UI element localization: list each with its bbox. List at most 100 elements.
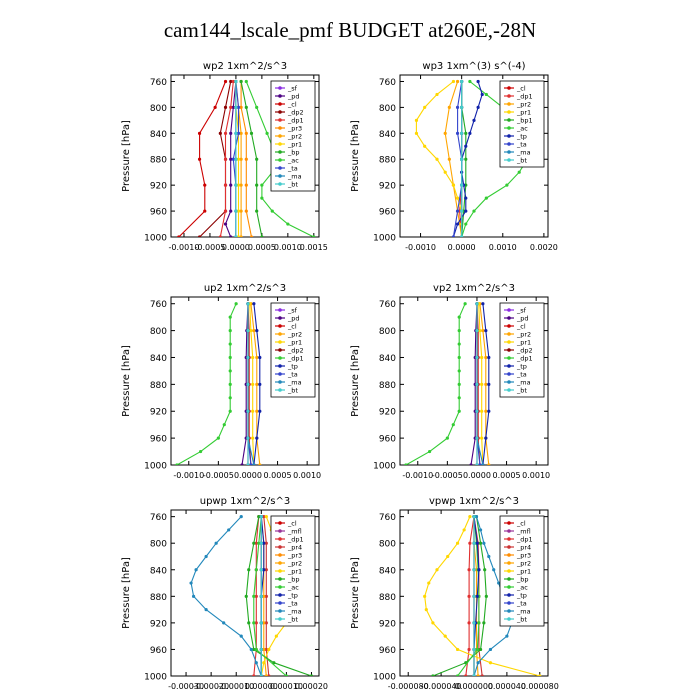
data-point-dp1 [467,621,471,625]
data-point-dp1 [467,647,471,652]
data-point-pd [229,235,233,237]
x-tick-label: -0.00010 [218,682,254,691]
y-tick-label: 760 [150,78,167,88]
legend-marker [278,158,282,162]
legend-marker [507,150,511,154]
data-point-bt [259,647,263,652]
legend-marker [278,593,282,597]
legend-label: _ta [516,600,527,608]
y-tick-label: 920 [379,619,396,629]
legend-label: _pr2 [516,101,531,109]
data-point-bp [482,621,486,625]
data-point-bt [460,157,464,161]
data-point-ac [244,79,248,84]
data-point-bt [472,594,476,598]
data-point-cl [213,105,217,109]
data-point-ma [194,568,198,572]
legend-label: _pr2 [287,560,302,568]
data-point-pr2 [239,131,243,135]
data-point-ta [455,131,460,135]
legend-label: _dp2 [287,109,304,117]
series-group [175,302,262,465]
data-point-ac [468,79,472,84]
series-line-dp1 [405,303,466,465]
data-point-pr1 [424,608,428,612]
data-point-dp1 [457,396,461,400]
legend-marker [278,577,282,581]
y-tick-label: 920 [150,408,167,418]
data-point-bt [246,302,250,306]
data-point-pr2 [258,463,262,465]
y-tick-label: 920 [379,182,396,192]
legend-marker [278,609,282,613]
legend-label: _cl [516,85,526,93]
legend-marker [507,356,511,360]
legend-label: _ma [287,379,302,387]
data-point-pr1 [251,409,255,413]
data-point-dp1 [254,541,258,545]
legend-marker [278,142,282,146]
legend-label: _sf [516,307,527,315]
legend-label: _pr1 [516,109,531,117]
legend-label: _dp1 [287,355,304,363]
y-tick-label: 1000 [144,234,167,244]
legend-marker [507,529,511,533]
legend-label: _pd [516,315,529,323]
y-axis-label: Pressure [hPa] [121,557,132,629]
legend-marker [507,585,511,589]
data-point-bp [249,131,254,135]
series-group [414,79,538,237]
data-point-pr1 [455,196,460,200]
data-point-bp [255,157,259,161]
data-point-ac [265,131,269,135]
y-tick-label: 800 [379,540,396,550]
data-point-pr4 [264,594,268,598]
data-point-dp1 [451,423,455,427]
legend-marker [507,332,511,336]
data-point-pr1 [267,647,271,652]
chart-panel-2: wp3 1xm^(3) s^(-4) Pressure [hPa] 760 800 84… [350,61,558,252]
legend-marker [507,86,511,90]
data-point-pr2 [239,183,243,187]
data-point-pr2 [262,621,266,625]
data-point-pr3 [244,131,248,135]
series-group [177,79,316,237]
legend-label: _bp1 [516,117,533,125]
data-point-bt [246,409,250,413]
data-point-dp1 [223,157,228,161]
data-point-bp [252,647,256,652]
data-point-ta [231,157,235,161]
data-point-dp2 [218,131,222,135]
data-point-ma [492,568,496,572]
legend-marker [507,617,511,621]
x-tick-label: 0.0010 [274,243,302,252]
data-point-bt [234,183,238,187]
data-point-pr1 [480,355,484,360]
legend-label: _pr2 [516,331,531,339]
data-point-pr2 [447,157,451,161]
data-point-tp [468,131,472,135]
legend-marker [278,372,282,376]
data-point-pr1 [423,594,427,598]
data-point-ac [477,621,481,625]
legend-marker [507,94,511,98]
legend-marker [507,372,511,376]
data-point-bt [475,463,479,465]
data-point-ma [487,554,491,559]
data-point-dp1 [464,674,468,676]
data-point-ac [484,196,488,200]
legend-label: _sf [287,307,298,315]
data-point-tp [476,79,480,84]
y-axis-label: Pressure [hPa] [350,345,361,417]
data-point-dp1 [228,382,232,386]
data-point-bt [234,105,238,109]
y-tick-label: 880 [150,381,167,391]
legend-marker [507,110,511,114]
data-point-tp [252,302,256,306]
legend-marker [507,537,511,541]
y-tick-label: 1000 [373,673,396,683]
data-point-bp [252,541,256,545]
data-point-dp1 [228,396,232,400]
data-point-pr1 [478,329,482,333]
